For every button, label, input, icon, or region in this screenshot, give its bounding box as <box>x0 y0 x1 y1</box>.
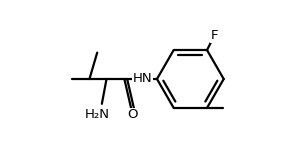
Text: F: F <box>211 29 219 42</box>
Text: HN: HN <box>132 73 152 85</box>
Text: H₂N: H₂N <box>85 108 110 121</box>
Text: O: O <box>127 108 137 121</box>
